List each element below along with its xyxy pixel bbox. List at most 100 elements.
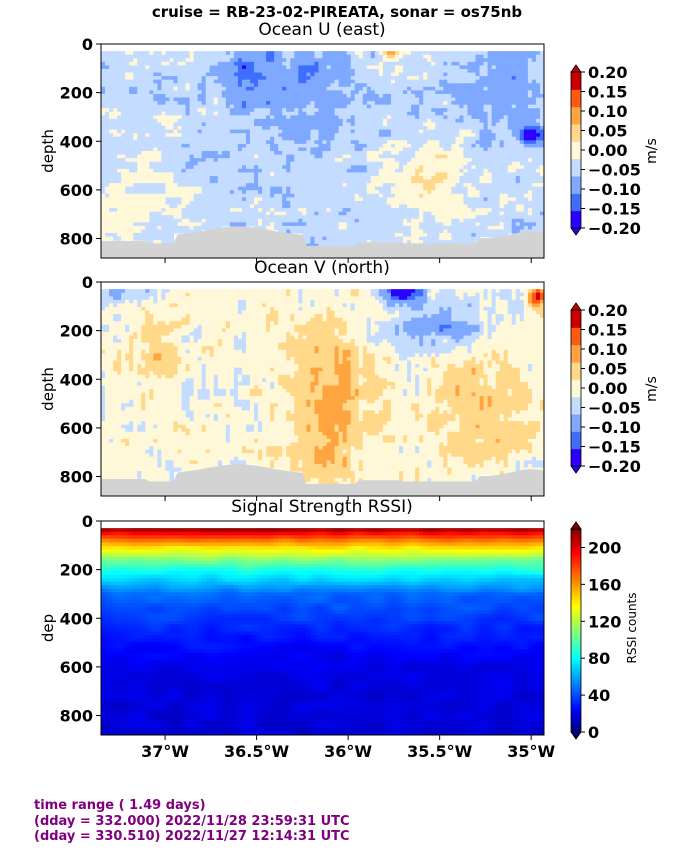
heatmap-cell (362, 93, 368, 99)
heatmap-cell (205, 193, 211, 198)
heatmap-cell (334, 215, 340, 220)
heatmap-cell (294, 175, 299, 181)
heatmap-cell (443, 108, 448, 113)
heatmap-cell (193, 61, 199, 66)
heatmap-cell (145, 136, 150, 141)
heatmap-cell (330, 58, 336, 63)
heatmap-cell (378, 204, 384, 209)
heatmap-cell (213, 108, 219, 113)
heatmap-cell (141, 172, 146, 177)
heatmap-cell (399, 236, 404, 241)
heatmap-cell (475, 172, 481, 177)
heatmap-cell (322, 240, 328, 245)
heatmap-cell (237, 183, 243, 188)
heatmap-cell (330, 93, 336, 99)
heatmap-cell (475, 140, 481, 145)
heatmap-cell (294, 86, 299, 91)
heatmap-cell (201, 90, 207, 95)
heatmap-cell (201, 190, 207, 195)
heatmap-cell (366, 229, 372, 234)
heatmap-cell (217, 93, 223, 99)
heatmap-cell (399, 58, 404, 63)
heatmap-cell (262, 101, 267, 106)
heatmap-cell (370, 236, 376, 241)
heatmap-cell (471, 111, 477, 116)
heatmap-cell (274, 101, 279, 106)
heatmap-cell (241, 136, 247, 141)
heatmap-cell (169, 58, 175, 63)
heatmap-cell (342, 51, 348, 56)
heatmap-cell (173, 218, 179, 223)
heatmap-cell (125, 97, 130, 102)
heatmap-cell (451, 51, 456, 56)
heatmap-cell (197, 158, 203, 163)
heatmap-cell (189, 86, 195, 91)
heatmap-cell (399, 186, 404, 191)
heatmap-cell (386, 143, 392, 149)
heatmap-cell (117, 83, 122, 88)
heatmap-cell (386, 68, 392, 74)
heatmap-cell (342, 208, 348, 213)
heatmap-cell (411, 208, 416, 213)
heatmap-cell (467, 179, 473, 184)
heatmap-cell (237, 83, 243, 88)
heatmap-cell (310, 190, 316, 195)
heatmap-cell (133, 76, 138, 81)
heatmap-cell (282, 51, 287, 56)
heatmap-cell (479, 83, 485, 88)
heatmap-cell (270, 225, 275, 231)
heatmap-cell (201, 72, 207, 77)
heatmap-cell (407, 183, 412, 188)
heatmap-cell (294, 183, 299, 188)
heatmap-cell (390, 118, 396, 124)
heatmap-cell (298, 190, 303, 195)
heatmap-cell (314, 240, 320, 245)
heatmap-cell (173, 151, 179, 156)
heatmap-cell (390, 186, 396, 191)
heatmap-cell (411, 168, 416, 173)
heatmap-cell (278, 101, 283, 106)
heatmap-cell (378, 72, 384, 77)
heatmap-cell (338, 158, 344, 163)
heatmap-cell (125, 129, 130, 134)
heatmap-cell (346, 97, 352, 102)
heatmap-cell (326, 243, 332, 248)
heatmap-cell (141, 76, 146, 81)
heatmap-cell (137, 175, 142, 181)
heatmap-cell (225, 65, 231, 70)
heatmap-cell (338, 165, 344, 170)
heatmap-cell (399, 90, 404, 95)
heatmap-cell (109, 158, 114, 163)
heatmap-cell (366, 111, 372, 116)
heatmap-cell (419, 158, 424, 163)
heatmap-cell (145, 179, 150, 184)
heatmap-cell (282, 118, 287, 124)
heatmap-cell (443, 154, 448, 159)
heatmap-cell (322, 97, 328, 102)
heatmap-cell (419, 147, 424, 152)
heatmap-cell (153, 118, 158, 124)
heatmap-cell (149, 58, 154, 63)
heatmap-cell (366, 233, 372, 238)
heatmap-cell (366, 51, 372, 56)
heatmap-cell (229, 111, 235, 116)
heatmap-cell (294, 111, 299, 116)
heatmap-cell (262, 126, 267, 131)
heatmap-cell (459, 129, 465, 134)
heatmap-cell (189, 229, 195, 234)
heatmap-cell (225, 133, 231, 138)
heatmap-cell (382, 143, 388, 149)
heatmap-cell (149, 175, 154, 181)
heatmap-cell (165, 186, 171, 191)
heatmap-cell (229, 215, 235, 220)
heatmap-cell (177, 197, 183, 202)
heatmap-cell (459, 200, 465, 206)
heatmap-cell (250, 183, 255, 188)
heatmap-cell (390, 233, 396, 238)
heatmap-cell (254, 76, 259, 81)
heatmap-cell (266, 186, 271, 191)
heatmap-cell (213, 115, 219, 120)
heatmap-cell (334, 197, 340, 202)
heatmap-cell (427, 154, 432, 159)
heatmap-cell (366, 222, 372, 227)
